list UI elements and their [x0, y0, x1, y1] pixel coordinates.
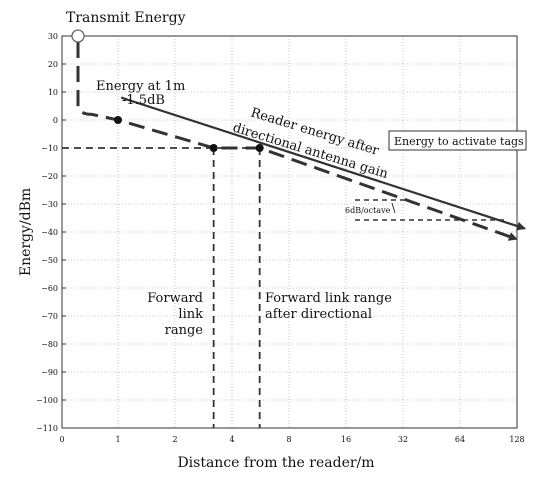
x-tick-label: 4: [229, 435, 234, 444]
activate-label: Energy to activate tags: [394, 135, 524, 148]
ticks: 0 1 2 4 8 16 32 64 128 30 20 10 0 −10 −20 −30 −40 −50 −60 −…: [36, 32, 525, 444]
x-tick-label: 16: [341, 435, 351, 444]
y-tick-label: 20: [48, 60, 58, 69]
y-tick-label: 30: [48, 32, 58, 41]
dot-directional-range: [255, 144, 264, 152]
y-tick-label: −70: [41, 312, 58, 321]
forward-label-2: link: [178, 307, 203, 322]
slope-indicator: 6dB/octave: [345, 199, 505, 221]
x-tick-label: 128: [509, 435, 524, 444]
y-tick-label: −80: [41, 340, 58, 349]
y-tick-label: 0: [53, 116, 58, 125]
transmit-marker: [71, 29, 85, 43]
x-tick-label: 8: [286, 435, 291, 444]
y-tick-label: 10: [48, 88, 58, 97]
x-tick-label: 1: [115, 435, 120, 444]
energy-1m-label: Energy at 1m: [96, 79, 185, 94]
y-tick-label: −110: [36, 424, 58, 433]
loss-label: -1.5dB: [122, 93, 165, 108]
reader-energy-line: [120, 96, 526, 231]
activate-box: [388, 130, 527, 151]
y-tick-label: −10: [41, 144, 58, 153]
markers: [71, 29, 264, 152]
y-tick-label: −90: [41, 368, 58, 377]
x-tick-label: 32: [398, 435, 408, 444]
forward-label-3: range: [165, 323, 204, 338]
y-tick-label: −40: [41, 228, 58, 237]
x-tick-label: 2: [172, 435, 177, 444]
y-axis-label: Energy/dBm: [18, 188, 34, 276]
forward-dir-label-2: after directional: [265, 307, 372, 322]
forward-dir-label-1: Forward link range: [265, 291, 392, 306]
energy-dashed-line: [76, 42, 518, 241]
transmit-label: Transmit Energy: [66, 10, 186, 26]
x-axis-label: Distance from the reader/m: [177, 455, 374, 471]
x-tick-label: 64: [455, 435, 465, 444]
slope-label: 6dB/octave: [345, 206, 391, 215]
series: [76, 42, 526, 241]
y-tick-label: −50: [41, 256, 58, 265]
grid: [62, 36, 517, 428]
forward-label-1: Forward: [147, 291, 203, 306]
dot-forward-range: [209, 144, 218, 152]
y-tick-label: −20: [41, 172, 58, 181]
y-tick-label: −60: [41, 284, 58, 293]
x-tick-label: 0: [59, 435, 64, 444]
y-tick-label: −30: [41, 200, 58, 209]
reference-lines: [62, 147, 261, 428]
dot-1m: [114, 116, 122, 124]
y-tick-label: −100: [36, 396, 58, 405]
